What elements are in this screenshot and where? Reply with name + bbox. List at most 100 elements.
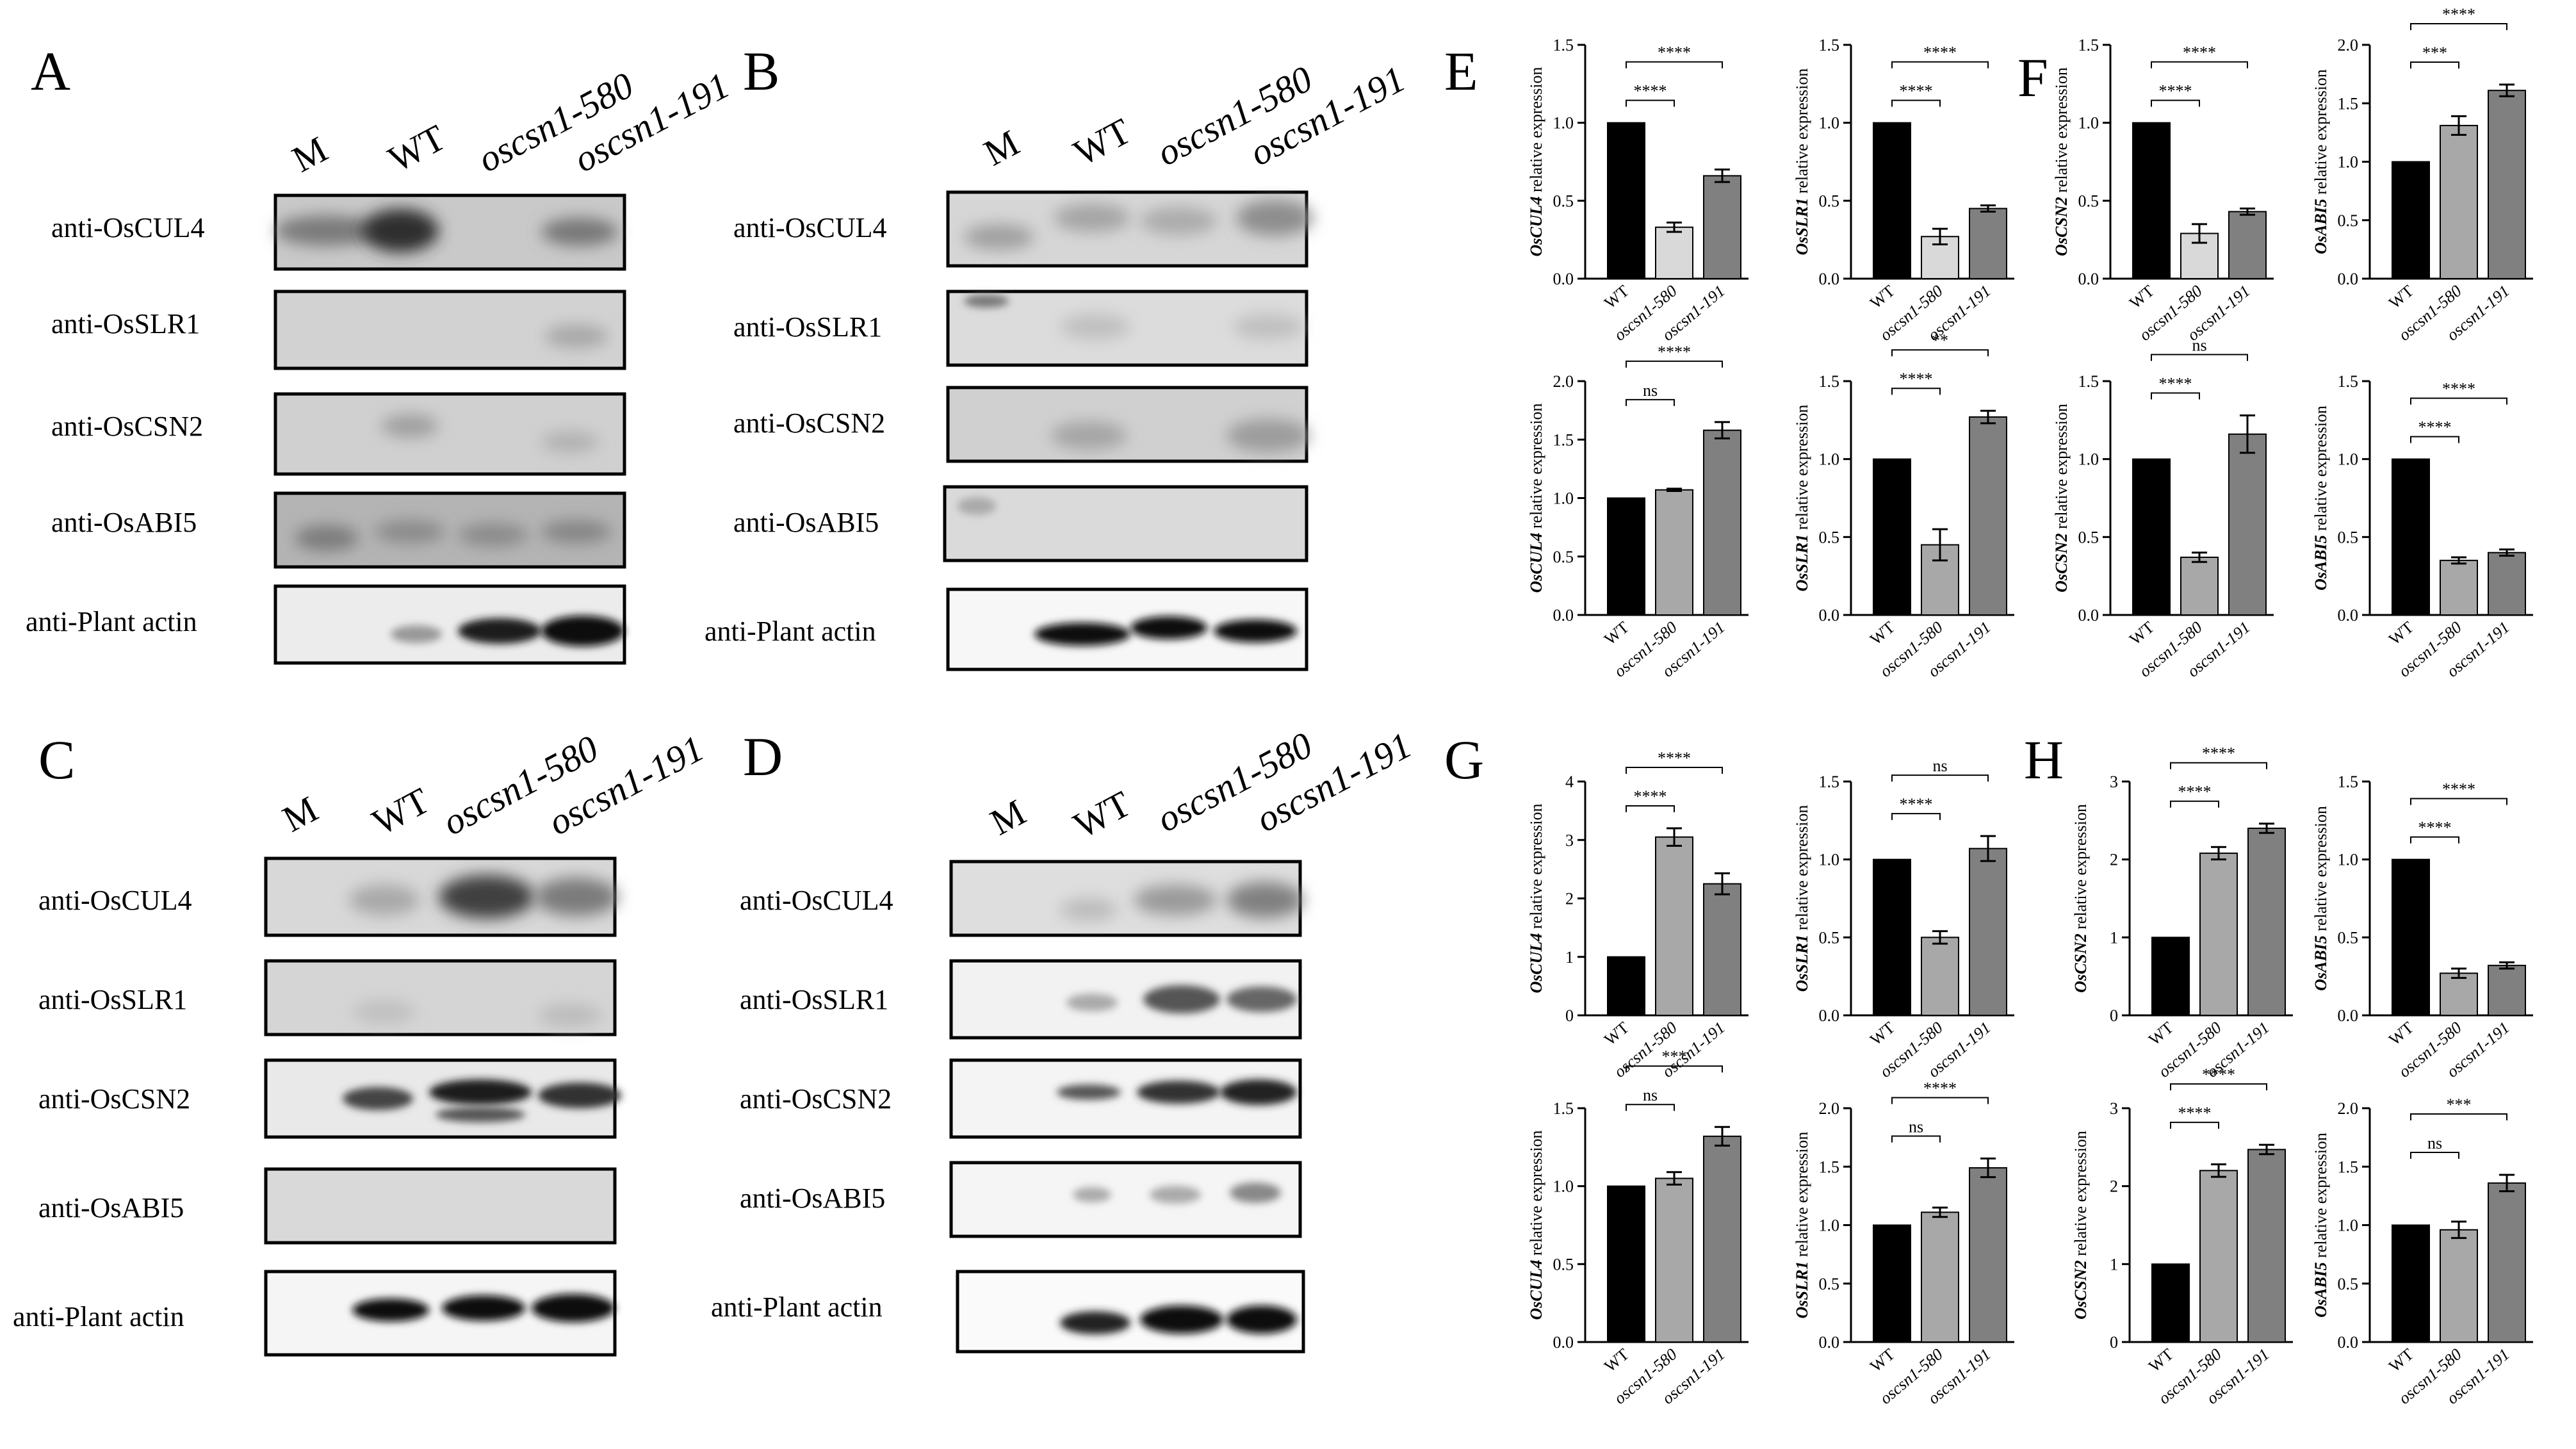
blot-strip: [949, 860, 1303, 937]
significance-bracket: [1891, 1135, 1941, 1143]
y-axis-label: OsCSN2 relative expression: [2071, 804, 2090, 993]
bar: [2228, 211, 2267, 279]
y-axis-label-gene: OsABI5: [2311, 535, 2330, 591]
blot-strip: [949, 1058, 1302, 1139]
x-category-label: WT: [2126, 618, 2158, 648]
significance-bracket: [1891, 61, 1989, 69]
y-axis-label: OsABI5 relative expression: [2311, 806, 2330, 991]
x-category-label: WT: [2385, 618, 2417, 648]
significance-label: ****: [2202, 744, 2235, 763]
blot-strip: [264, 1058, 621, 1139]
significance-bracket: [2410, 436, 2459, 443]
significance-bracket: [1626, 61, 1723, 69]
y-tick-label: 1.0: [1819, 114, 1840, 133]
y-axis-label: OsCSN2 relative expression: [2052, 404, 2071, 593]
significance-label: ****: [2159, 375, 2192, 393]
bar: [2199, 1170, 2238, 1343]
bar-chart-h-osabi5: 0.0 0.5 1.0 1.5 2.0 OsABI5 relative expressio…: [2311, 1095, 2533, 1408]
y-tick-label: 1.0: [2338, 450, 2359, 469]
significance-label: ****: [2442, 380, 2475, 398]
y-tick-label: 2: [2110, 851, 2118, 869]
y-axis-label-suffix: relative expression: [1527, 803, 1545, 933]
significance-bracket: [2170, 762, 2267, 769]
significance-bracket: [2151, 392, 2200, 400]
significance-label: ****: [1658, 44, 1691, 62]
bar: [2488, 1182, 2526, 1343]
y-tick-label: 1.0: [2078, 450, 2099, 469]
bar: [1873, 858, 1911, 1016]
bar: [2488, 90, 2526, 280]
bar: [2392, 858, 2430, 1016]
x-category-label: WT: [1601, 618, 1633, 648]
bar: [2151, 937, 2190, 1017]
x-category-label: WT: [2385, 281, 2417, 312]
y-axis-label: OsCUL4 relative expression: [1527, 403, 1545, 593]
panel-letter-g: G: [1444, 729, 1484, 790]
y-tick-label: 0.0: [1553, 270, 1574, 288]
y-tick-label: 1: [2110, 928, 2118, 947]
y-axis-label-suffix: relative expression: [1793, 805, 1811, 935]
y-axis-label-suffix: relative expression: [2311, 405, 2330, 535]
y-axis-label: OsSLR1 relative expression: [1793, 1132, 1811, 1319]
x-category-label: WT: [1866, 281, 1898, 312]
x-category-label: WT: [1601, 281, 1633, 312]
x-category-label: WT: [1866, 618, 1898, 648]
y-tick-label: 0.0: [1819, 606, 1840, 625]
blot-strip: [946, 386, 1310, 463]
bar: [2199, 852, 2238, 1017]
significance-bracket: [1891, 1097, 1989, 1104]
bar-chart-e-oscul4: 0.0 0.5 1.0 1.5 OsCUL4 relative expression WT…: [1527, 36, 1749, 345]
bar: [2488, 552, 2526, 616]
row-label-osslr1: anti-OsSLR1: [733, 311, 882, 343]
significance-bracket: [2410, 1152, 2459, 1159]
bar: [1921, 937, 1959, 1017]
row-label-osslr1: anti-OsSLR1: [38, 984, 187, 1015]
y-tick-label: 0.0: [2078, 606, 2099, 625]
bar: [1655, 1177, 1693, 1343]
bar-chart-e-osabi5: 0.0 0.5 1.0 1.5 2.0 OsABI5 relative expressio…: [2311, 5, 2533, 345]
significance-label: ****: [2178, 783, 2212, 801]
y-axis-label-gene: OsCSN2: [2052, 197, 2071, 256]
significance-bracket: [2170, 800, 2219, 808]
significance-label: ***: [2422, 44, 2447, 62]
y-tick-label: 1.0: [1553, 1177, 1574, 1196]
significance-bracket: [1891, 388, 1941, 395]
significance-bracket: [2410, 23, 2507, 31]
y-axis-label-gene: OsSLR1: [1793, 534, 1811, 592]
significance-label: ****: [2418, 418, 2452, 437]
y-tick-label: 1.0: [1819, 450, 1840, 469]
x-category-label: WT: [2385, 1345, 2417, 1375]
y-tick-label: 1.0: [1553, 489, 1574, 508]
y-axis-label: OsABI5 relative expression: [2311, 69, 2330, 254]
blot-strip: [264, 959, 617, 1036]
y-tick-label: 1.0: [2338, 153, 2359, 172]
y-tick-label: 3: [2110, 1099, 2118, 1118]
blot-strip: [949, 959, 1302, 1040]
row-label-oscul4: anti-OsCUL4: [38, 885, 192, 916]
blot-strip: [946, 190, 1313, 268]
row-label-oscul4: anti-OsCUL4: [51, 212, 205, 243]
y-axis-label-gene: OsCUL4: [1527, 933, 1545, 994]
significance-label: ****: [2178, 1104, 2212, 1122]
significance-label: ****: [1923, 1079, 1957, 1097]
y-axis-label-gene: OsCUL4: [1527, 533, 1545, 593]
panel-letter-a: A: [31, 40, 70, 102]
y-tick-label: 1.0: [1553, 114, 1574, 133]
bar: [2180, 556, 2219, 616]
y-axis-label-gene: OsCSN2: [2052, 533, 2071, 592]
bar-chart-f-oscsn2: 0.0 0.5 1.0 1.5 OsCSN2 relative expression WT…: [2052, 336, 2274, 681]
significance-label: ****: [1900, 82, 1933, 101]
y-axis-label: OsCUL4 relative expression: [1527, 803, 1545, 993]
significance-label: ****: [1900, 795, 1933, 814]
significance-bracket: [1626, 1104, 1675, 1111]
x-category-label: WT: [2126, 281, 2158, 312]
y-axis-label-suffix: relative expression: [2311, 1133, 2330, 1262]
significance-label: ****: [2418, 819, 2452, 837]
y-tick-label: 0.5: [1553, 1255, 1574, 1273]
y-tick-label: 2: [1565, 890, 1574, 908]
blot-strip: [273, 491, 626, 569]
y-tick-label: 0: [2110, 1006, 2118, 1025]
y-tick-label: 1.5: [2338, 1158, 2359, 1176]
bar-chart-h-osslr1: 0.0 0.5 1.0 1.5 2.0 OsSLR1 relative expressio…: [1793, 1079, 2014, 1408]
y-tick-label: 0.0: [1819, 270, 1840, 288]
